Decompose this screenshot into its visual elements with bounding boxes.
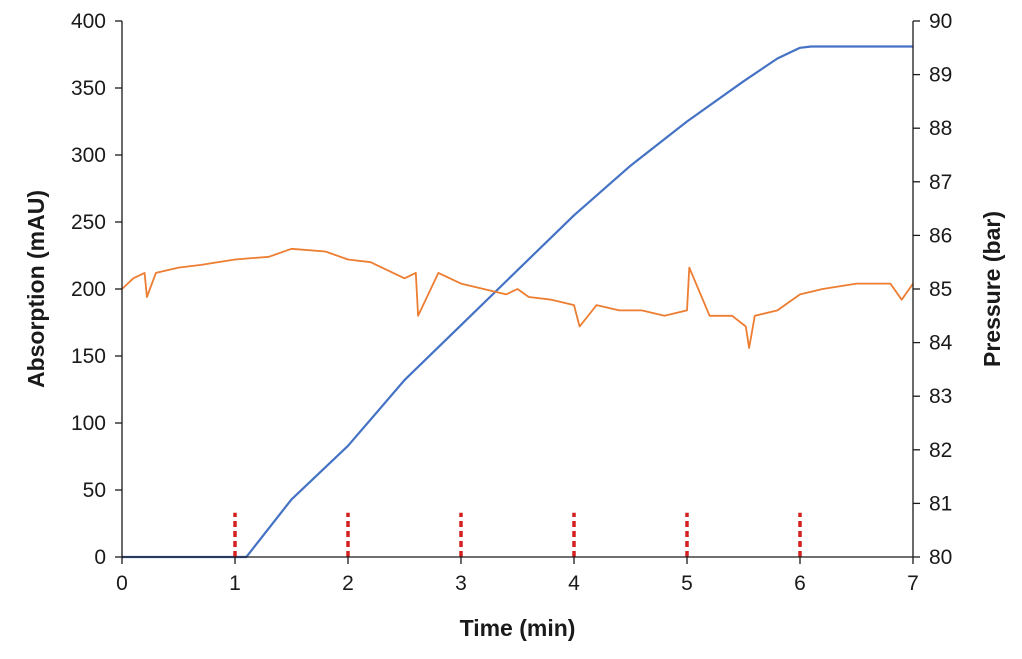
axes: 0 1 2 3 4 5 6 7 0 50 100 150 200 250 300 350 400 80 81 82 83… [71, 10, 953, 595]
y-right-axis-title: Pressure (bar) [979, 211, 1005, 367]
x-tick-label: 1 [229, 572, 241, 595]
y-left-tick-label: 250 [71, 211, 106, 234]
x-tick-label: 3 [455, 572, 467, 595]
y-left-tick-label: 100 [71, 412, 106, 435]
x-tick-label: 7 [907, 572, 919, 595]
series-line-pressure [121, 247, 914, 349]
y-right-tick-label: 86 [929, 224, 952, 247]
series-line-absorption [122, 45, 913, 559]
x-tick-label: 5 [681, 572, 693, 595]
y-left-tick-label: 400 [71, 10, 106, 33]
x-tick-label: 6 [794, 572, 806, 595]
x-tick-label: 2 [342, 572, 354, 595]
y-right-tick-label: 83 [929, 385, 952, 408]
y-left-tick-label: 150 [71, 345, 106, 368]
x-tick-label: 4 [568, 572, 580, 595]
y-left-tick-label: 50 [83, 479, 106, 502]
y-left-axis-title: Absorption (mAU) [23, 190, 49, 388]
y-left-tick-label: 350 [71, 77, 106, 100]
y-right-tick-label: 85 [929, 278, 952, 301]
y-left-tick-label: 300 [71, 144, 106, 167]
y-right-tick-label: 87 [929, 171, 952, 194]
y-right-tick-label: 88 [929, 117, 952, 140]
x-axis-title: Time (min) [460, 615, 576, 641]
y-left-tick-label: 200 [71, 278, 106, 301]
x-tick-label: 0 [116, 572, 128, 595]
y-right-tick-label: 81 [929, 492, 952, 515]
y-right-tick-label: 90 [929, 10, 952, 33]
y-right-tick-label: 89 [929, 64, 952, 87]
y-left-tick-label: 0 [94, 546, 106, 569]
y-right-tick-label: 82 [929, 439, 952, 462]
plot-area [121, 45, 914, 559]
y-right-tick-label: 80 [929, 546, 952, 569]
y-right-tick-label: 84 [929, 332, 953, 355]
